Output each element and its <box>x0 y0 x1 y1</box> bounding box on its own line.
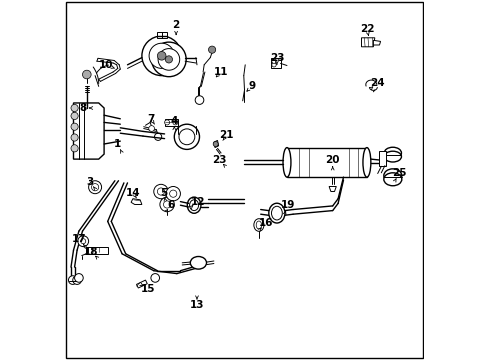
Polygon shape <box>328 186 336 192</box>
Circle shape <box>179 129 194 145</box>
Circle shape <box>75 274 83 282</box>
Ellipse shape <box>384 151 401 162</box>
Circle shape <box>142 36 181 76</box>
Text: 22: 22 <box>359 24 373 34</box>
Circle shape <box>163 201 170 208</box>
Polygon shape <box>286 148 366 177</box>
Ellipse shape <box>189 200 198 211</box>
Text: 17: 17 <box>72 234 87 244</box>
Circle shape <box>82 70 91 79</box>
Circle shape <box>81 239 85 244</box>
Bar <box>157 32 167 38</box>
Text: 15: 15 <box>141 284 155 294</box>
Circle shape <box>71 123 78 130</box>
Ellipse shape <box>362 148 370 177</box>
Text: 4: 4 <box>170 116 178 126</box>
Text: 9: 9 <box>247 81 255 91</box>
Circle shape <box>157 188 164 195</box>
Ellipse shape <box>383 173 401 186</box>
Circle shape <box>71 104 78 112</box>
Circle shape <box>174 124 199 149</box>
Polygon shape <box>136 280 147 288</box>
Polygon shape <box>373 40 380 45</box>
Polygon shape <box>164 119 178 126</box>
Ellipse shape <box>383 169 401 183</box>
Circle shape <box>154 133 162 140</box>
Circle shape <box>71 145 78 152</box>
Circle shape <box>73 276 81 284</box>
Text: 18: 18 <box>84 247 99 257</box>
Circle shape <box>271 63 276 67</box>
Text: 6: 6 <box>167 200 174 210</box>
Circle shape <box>71 134 78 141</box>
Circle shape <box>71 112 78 120</box>
Circle shape <box>213 141 218 147</box>
Polygon shape <box>213 140 218 148</box>
Text: 14: 14 <box>125 188 140 198</box>
Text: 10: 10 <box>99 60 113 70</box>
Ellipse shape <box>384 147 401 159</box>
Circle shape <box>88 181 102 194</box>
Polygon shape <box>271 58 280 68</box>
Circle shape <box>78 236 88 247</box>
Ellipse shape <box>253 219 264 231</box>
Circle shape <box>157 51 166 60</box>
Circle shape <box>165 56 172 63</box>
Text: 5: 5 <box>160 188 167 198</box>
Text: 12: 12 <box>190 197 204 207</box>
Circle shape <box>151 274 159 282</box>
Text: 1: 1 <box>114 139 121 149</box>
Circle shape <box>148 126 154 131</box>
Circle shape <box>149 43 174 68</box>
Circle shape <box>91 184 99 191</box>
Ellipse shape <box>256 221 261 229</box>
Polygon shape <box>73 103 104 159</box>
Text: 23: 23 <box>212 155 226 165</box>
Circle shape <box>153 184 168 199</box>
Text: 11: 11 <box>213 67 228 77</box>
Circle shape <box>172 120 178 125</box>
Circle shape <box>195 96 203 104</box>
Circle shape <box>271 59 276 63</box>
Bar <box>86 247 107 254</box>
Circle shape <box>151 42 186 77</box>
Polygon shape <box>131 199 142 204</box>
Polygon shape <box>379 151 385 166</box>
Circle shape <box>68 276 77 284</box>
Ellipse shape <box>271 206 282 220</box>
Polygon shape <box>361 38 374 47</box>
Text: 8: 8 <box>80 103 87 113</box>
Circle shape <box>158 49 179 70</box>
Text: 7: 7 <box>147 114 154 124</box>
Circle shape <box>169 190 177 197</box>
Ellipse shape <box>190 256 206 269</box>
Ellipse shape <box>283 148 290 177</box>
Text: 23: 23 <box>269 53 284 63</box>
Circle shape <box>160 197 174 212</box>
Circle shape <box>164 120 169 125</box>
Ellipse shape <box>187 197 201 213</box>
Text: 21: 21 <box>219 130 233 140</box>
Text: 25: 25 <box>391 168 406 178</box>
Circle shape <box>166 186 180 201</box>
Text: 2: 2 <box>172 20 180 30</box>
Text: 13: 13 <box>189 300 204 310</box>
Circle shape <box>208 46 215 53</box>
Text: 16: 16 <box>258 218 273 228</box>
Ellipse shape <box>268 203 285 223</box>
Text: 3: 3 <box>86 177 93 187</box>
Text: 24: 24 <box>369 78 384 88</box>
Text: 19: 19 <box>280 200 294 210</box>
Text: 20: 20 <box>325 155 339 165</box>
